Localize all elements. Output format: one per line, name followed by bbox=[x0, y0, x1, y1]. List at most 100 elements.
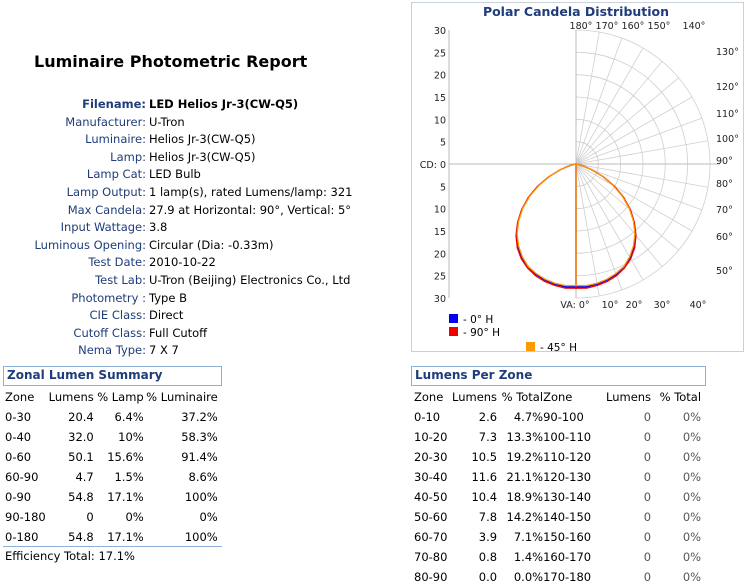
grid-spoke bbox=[575, 96, 693, 165]
table-cell: 110-120 bbox=[543, 450, 592, 464]
info-value: 3.8 bbox=[149, 220, 168, 235]
info-label: Filename: bbox=[82, 97, 146, 111]
table-cell: 0 bbox=[643, 410, 652, 424]
info-label: Test Lab: bbox=[95, 273, 146, 287]
table-cell: 91.4% bbox=[181, 450, 218, 464]
table-cell: 1.4% bbox=[513, 550, 544, 564]
radial-tick-label: 30 bbox=[434, 294, 446, 305]
info-row: Photometry : Type B bbox=[0, 291, 420, 308]
table-cell: 10-20 bbox=[414, 430, 448, 444]
grid-spoke bbox=[575, 37, 623, 165]
info-value: 7 X 7 bbox=[149, 343, 179, 358]
table-cell: 0-180 bbox=[5, 530, 39, 544]
efficiency-total: Efficiency Total: 17.1% bbox=[5, 549, 135, 563]
table-cell: 90-100 bbox=[543, 410, 584, 424]
table-cell: 0-30 bbox=[5, 410, 32, 424]
info-value: Full Cutoff bbox=[149, 325, 208, 340]
zonal-summary-divider bbox=[3, 546, 222, 547]
table-cell: 3.9 bbox=[478, 530, 498, 544]
table-cell: 0% bbox=[682, 450, 702, 464]
table-cell: 17.1% bbox=[107, 530, 144, 544]
info-value: 1 lamp(s), rated Lumens/lamp: 321 bbox=[149, 185, 353, 199]
legend-swatch bbox=[526, 342, 535, 351]
table-cell: 6.4% bbox=[114, 410, 144, 424]
table-cell: 0% bbox=[682, 550, 702, 564]
lumens-per-zone-title: Lumens Per Zone bbox=[411, 366, 706, 386]
top-angle-label: 150° bbox=[648, 21, 671, 32]
table-cell: 120-130 bbox=[543, 470, 592, 484]
right-angle-label: 120° bbox=[716, 82, 739, 93]
chart-legend: - 0° H- 90° H - 45° H bbox=[449, 314, 577, 352]
info-row: CIE Class: Direct bbox=[0, 308, 420, 325]
radial-tick-label: CD: 0 bbox=[420, 160, 446, 171]
table-cell: 21.1% bbox=[506, 470, 544, 484]
table-row: 50-60 7.8 14.2% 140-150 0 0% bbox=[414, 507, 701, 527]
column-header: Zone bbox=[543, 390, 573, 404]
table-row: 10-20 7.3 13.3% 100-110 0 0% bbox=[414, 427, 701, 447]
radial-tick-label: 20 bbox=[434, 71, 446, 82]
table-cell: 130-140 bbox=[543, 490, 592, 504]
bottom-angle-label: 40° bbox=[690, 300, 707, 311]
table-cell: 0 bbox=[643, 450, 652, 464]
info-label: Luminaire: bbox=[85, 132, 146, 147]
table-cell: 0% bbox=[682, 430, 702, 444]
table-row: 90-180 0 0% 0% bbox=[5, 507, 218, 527]
radial-tick-label: 25 bbox=[434, 272, 446, 283]
top-angle-label: 140° bbox=[683, 21, 706, 32]
right-angle-label: 90° bbox=[716, 156, 733, 167]
right-angle-label: 70° bbox=[716, 205, 733, 216]
table-row: 30-40 11.6 21.1% 120-130 0 0% bbox=[414, 467, 701, 487]
info-value: Circular (Dia: -0.33m) bbox=[149, 237, 274, 252]
right-angle-label: 50° bbox=[716, 266, 733, 277]
right-angle-label: 110° bbox=[716, 109, 739, 120]
grid-spoke bbox=[575, 163, 693, 232]
info-label: Lamp Cat: bbox=[86, 167, 146, 182]
info-value: LED Helios Jr-3(CW-Q5) bbox=[149, 97, 299, 111]
report-title: Luminaire Photometric Report bbox=[34, 52, 308, 71]
table-row: 0-40 32.0 10% 58.3% bbox=[5, 427, 218, 447]
info-label: CIE Class: bbox=[89, 308, 146, 323]
table-cell: 70-80 bbox=[414, 550, 448, 564]
info-row: Cutoff Class: Full Cutoff bbox=[0, 326, 420, 343]
info-label: Lamp: bbox=[110, 149, 146, 164]
legend-label: - 0° H bbox=[463, 314, 493, 326]
table-cell: 0-10 bbox=[414, 410, 441, 424]
polar-chart-frame bbox=[411, 2, 744, 352]
column-header: % Total bbox=[659, 390, 702, 404]
legend-label: - 90° H bbox=[463, 327, 500, 339]
table-cell: 8.6% bbox=[188, 470, 218, 484]
bottom-angle-label: VA: 0° bbox=[560, 300, 589, 311]
table-cell: 2.6 bbox=[478, 410, 498, 424]
info-row: Filename: LED Helios Jr-3(CW-Q5) bbox=[0, 97, 420, 114]
grid-spoke bbox=[575, 47, 644, 165]
column-header: % Lamp bbox=[97, 390, 144, 404]
table-cell: 4.7 bbox=[75, 470, 94, 484]
column-header: Lumens bbox=[606, 390, 652, 404]
column-header: % Luminaire bbox=[146, 390, 218, 404]
grid-spoke bbox=[575, 163, 709, 188]
zonal-summary-table: Zone Lumens% Lamp% Luminaire 0-30 20.4 6.4%… bbox=[5, 387, 218, 547]
info-value: 2010-10-22 bbox=[149, 255, 216, 270]
table-cell: 20-30 bbox=[414, 450, 448, 464]
table-cell: 0 bbox=[643, 550, 652, 564]
table-cell: 150-160 bbox=[543, 530, 592, 544]
right-angle-label: 100° bbox=[716, 134, 739, 145]
table-cell: 19.2% bbox=[506, 450, 544, 464]
table-cell: 4.7% bbox=[513, 410, 544, 424]
table-cell: 1.5% bbox=[114, 470, 144, 484]
table-cell: 0 bbox=[643, 570, 652, 584]
table-row: 0-180 54.8 17.1% 100% bbox=[5, 527, 218, 547]
table-cell: 0 bbox=[86, 510, 94, 524]
polar-curves bbox=[515, 163, 637, 289]
top-angle-label: 180° bbox=[570, 21, 593, 32]
table-cell: 170-180 bbox=[543, 570, 592, 584]
radial-tick-label: 10 bbox=[434, 205, 446, 216]
info-value: 27.9 at Horizontal: 90°, Vertical: 5° bbox=[149, 202, 352, 217]
table-cell: 60-70 bbox=[414, 530, 448, 544]
table-row: 20-30 10.5 19.2% 110-120 0 0% bbox=[414, 447, 701, 467]
grid-spoke bbox=[575, 163, 703, 211]
table-cell: 20.4 bbox=[68, 410, 94, 424]
info-label: Lamp Output: bbox=[66, 185, 146, 199]
grid-spoke bbox=[575, 61, 663, 165]
table-row: 60-90 4.7 1.5% 8.6% bbox=[5, 467, 218, 487]
